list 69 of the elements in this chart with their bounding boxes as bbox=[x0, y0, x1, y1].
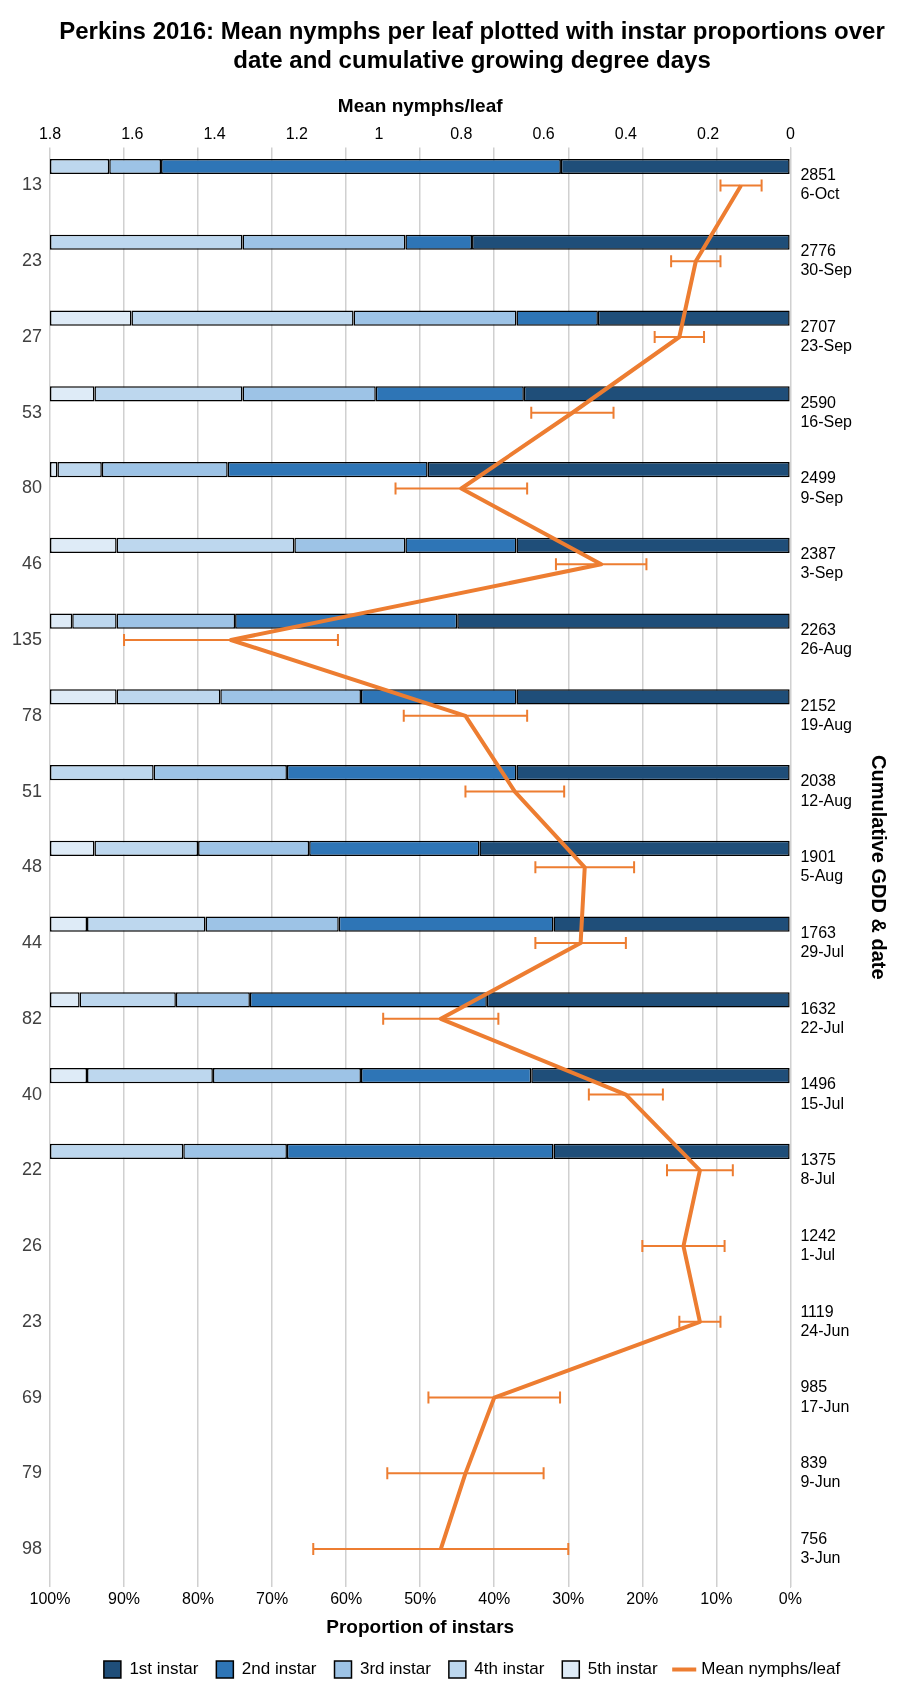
y-tick-label: 2038 12-Aug bbox=[800, 772, 852, 809]
x-tick-label: 60% bbox=[330, 1590, 363, 1608]
text: 22 bbox=[21, 1159, 42, 1180]
x-tick-label: 50% bbox=[404, 1590, 437, 1608]
x-tick-label: 100% bbox=[29, 1590, 71, 1608]
text: 79 bbox=[21, 1462, 42, 1483]
text: 40 bbox=[21, 1083, 42, 1104]
chart-title: Perkins 2016: Mean nymphs per leaf plotted with instar proportions over date and cumulative growing degree days bbox=[59, 17, 885, 73]
x-tick-label: 30% bbox=[552, 1590, 585, 1608]
y-tick-label: 2776 30-Sep bbox=[800, 242, 853, 279]
text: 69 bbox=[21, 1386, 42, 1407]
y-tick-label: 1901 5-Aug bbox=[800, 848, 844, 885]
x-tick-label: 10% bbox=[700, 1590, 733, 1608]
y-tick-label: 1763 29-Jul bbox=[800, 923, 844, 961]
x2-tick-label: 1 bbox=[374, 125, 384, 143]
x2-tick-label: 1.4 bbox=[203, 125, 226, 143]
text: 27 bbox=[21, 325, 42, 346]
legend-label: 2nd instar bbox=[241, 1659, 317, 1679]
x-axis-title: Proportion of instars bbox=[326, 1615, 515, 1637]
y-tick-label: 2707 23-Sep bbox=[800, 317, 853, 354]
x2-tick-label: 0 bbox=[785, 125, 795, 143]
legend-label: 4th instar bbox=[474, 1659, 545, 1679]
text: 46 bbox=[21, 553, 42, 574]
text: 51 bbox=[21, 780, 42, 801]
y-tick-label: 2263 26-Aug bbox=[800, 620, 852, 658]
x-tick-label: 40% bbox=[478, 1590, 511, 1608]
x-tick-label: 0% bbox=[778, 1590, 802, 1608]
x2-tick-label: 0.4 bbox=[614, 125, 638, 143]
text: 135 bbox=[11, 629, 42, 649]
y-tick-label: 985 17-Jun bbox=[800, 1378, 850, 1415]
y-tick-label: 2590 16-Sep bbox=[800, 393, 853, 430]
text: 98 bbox=[21, 1538, 42, 1559]
y-tick-label: 2152 19-Aug bbox=[800, 696, 852, 733]
x-tick-label: 20% bbox=[626, 1590, 659, 1608]
y-tick-label: 2499 9-Sep bbox=[800, 469, 844, 506]
y-tick-label: 1496 15-Jul bbox=[800, 1075, 844, 1112]
text: 13 bbox=[21, 174, 42, 195]
x-tick-label: 90% bbox=[108, 1590, 141, 1608]
text: 48 bbox=[21, 856, 42, 877]
text: 23 bbox=[21, 1310, 42, 1331]
y-tick-label: 1375 8-Jul bbox=[800, 1151, 837, 1188]
text: 53 bbox=[21, 401, 42, 422]
text: 26 bbox=[21, 1235, 42, 1256]
text: 80 bbox=[21, 477, 42, 498]
text: 78 bbox=[21, 704, 42, 725]
text: 44 bbox=[21, 932, 42, 953]
x2-tick-label: 1.8 bbox=[38, 125, 62, 143]
text: 82 bbox=[21, 1007, 42, 1028]
x2-tick-label: 0.8 bbox=[450, 125, 473, 143]
y-axis-title: Cumulative GDD & date bbox=[868, 755, 891, 980]
legend-label: 3rd instar bbox=[360, 1659, 432, 1679]
legend-label: Mean nymphs/leaf bbox=[701, 1659, 841, 1679]
x2-tick-label: 1.6 bbox=[121, 125, 144, 143]
y-tick-label: 1632 22-Jul bbox=[800, 999, 844, 1036]
y-tick-label: 2851 6-Oct bbox=[800, 166, 841, 203]
text: 23 bbox=[21, 250, 42, 271]
x2-tick-label: 1.2 bbox=[285, 125, 309, 143]
x2-tick-label: 0.2 bbox=[697, 125, 720, 143]
x2-tick-label: 0.6 bbox=[532, 125, 555, 143]
legend-label: 1st instar bbox=[129, 1659, 199, 1679]
x-tick-label: 70% bbox=[256, 1590, 289, 1608]
y-tick-label: 1242 1-Jul bbox=[800, 1226, 837, 1264]
x-tick-label: 80% bbox=[182, 1590, 215, 1608]
y-tick-label: 839 9-Jun bbox=[800, 1454, 841, 1491]
x2-axis-title: Mean nymphs/leaf bbox=[337, 95, 504, 117]
y-tick-label: 2387 3-Sep bbox=[800, 545, 844, 582]
y-tick-label: 756 3-Jun bbox=[800, 1529, 841, 1567]
legend-label: 5th instar bbox=[587, 1659, 659, 1679]
y-tick-label: 1119 24-Jun bbox=[800, 1302, 850, 1339]
